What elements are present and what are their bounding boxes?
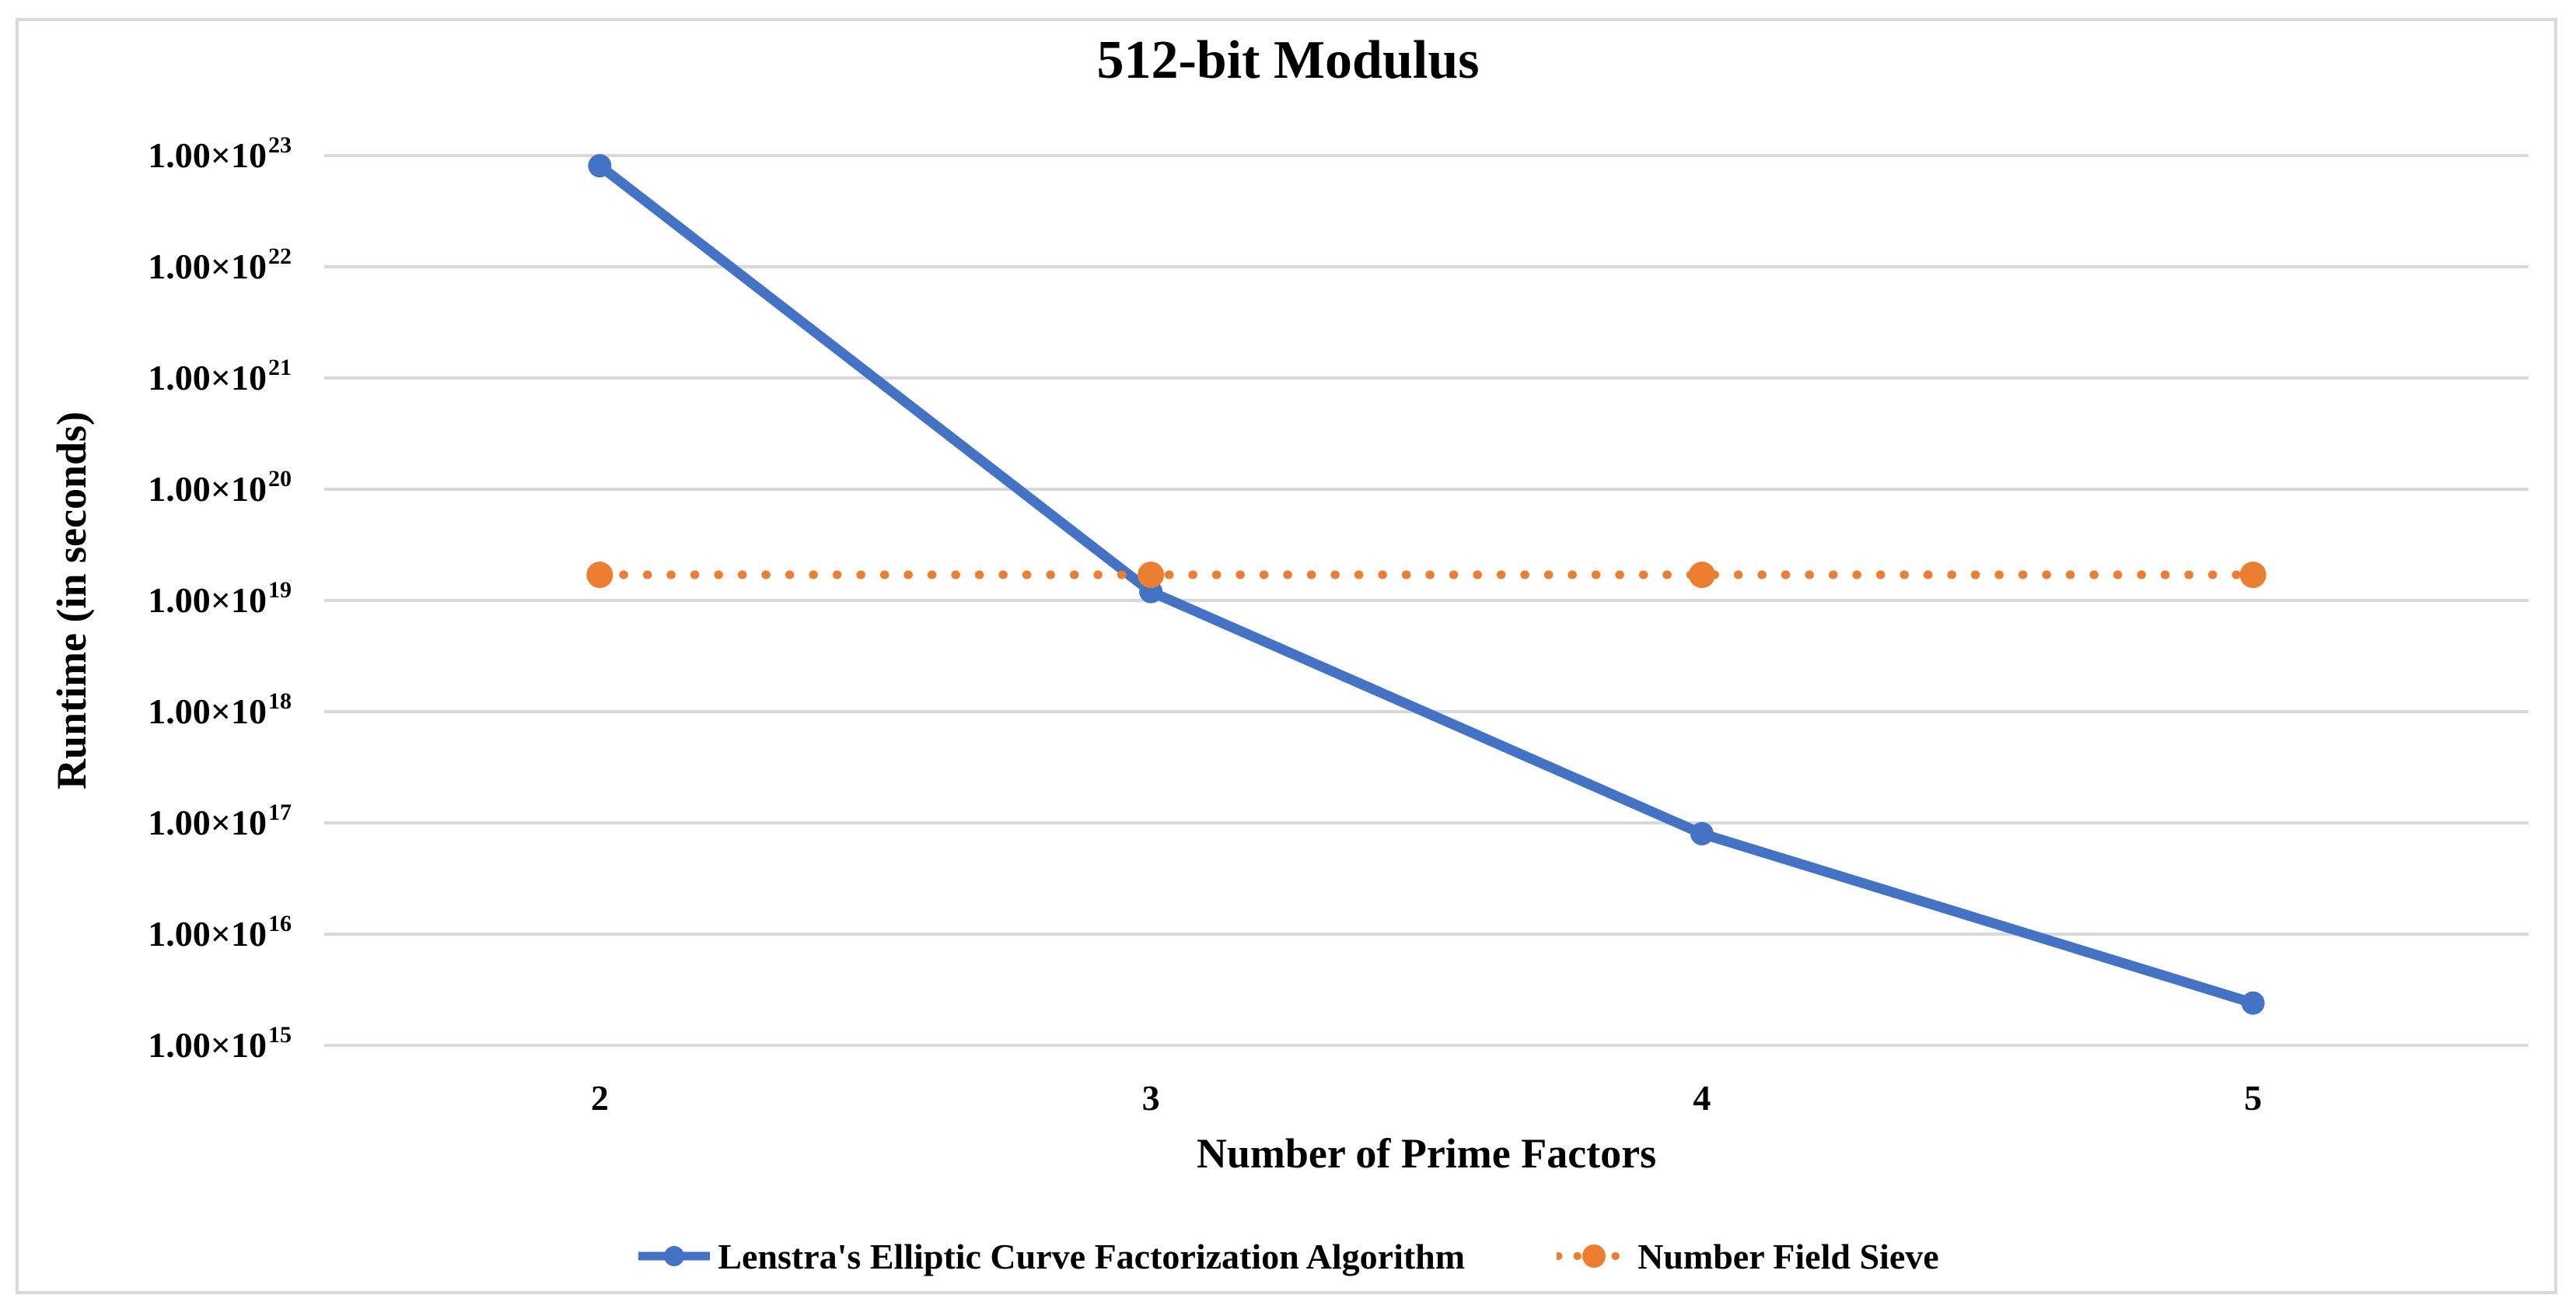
y-tick-label: 1.00×1016 [148, 911, 292, 954]
legend-item-lenstra: Lenstra's Elliptic Curve Factorization A… [637, 1236, 1465, 1277]
series-line-0 [596, 161, 2255, 1008]
data-point-marker-series-1 [1138, 562, 1165, 589]
data-point-marker-series-0 [588, 154, 612, 178]
x-tick-label: 5 [2244, 1078, 2263, 1118]
x-tick-label: 2 [590, 1078, 609, 1118]
data-point-marker-series-0 [2241, 991, 2265, 1015]
chart-title: 512-bit Modulus [1096, 30, 1480, 90]
legend: Lenstra's Elliptic Curve Factorization A… [0, 1227, 2576, 1285]
data-point-marker-series-1 [2239, 562, 2267, 589]
nfs-legend-line-icon [1554, 1241, 1634, 1272]
y-tick-label: 1.00×1022 [148, 243, 292, 286]
y-tick-label: 1.00×1021 [148, 355, 292, 397]
lenstra-legend-line-icon [637, 1241, 711, 1272]
y-tick-label: 1.00×1023 [148, 132, 292, 175]
legend-label-nfs: Number Field Sieve [1638, 1236, 1939, 1276]
y-tick-label: 1.00×1017 [148, 800, 292, 842]
legend-item-nfs: Number Field Sieve [1554, 1236, 1939, 1277]
x-tick-label: 4 [1693, 1078, 1711, 1118]
x-axis-title: Number of Prime Factors [1196, 1130, 1657, 1177]
y-tick-label: 1.00×1018 [148, 688, 292, 731]
y-tick-label: 1.00×1015 [148, 1022, 292, 1065]
y-tick-label: 1.00×1020 [148, 466, 292, 509]
data-point-marker-series-0 [1690, 821, 1714, 845]
x-tick-label: 3 [1141, 1078, 1160, 1118]
data-point-marker-series-1 [1688, 562, 1715, 589]
data-point-marker-series-1 [586, 562, 613, 589]
chart-frame-border [16, 18, 2557, 1294]
y-tick-label: 1.00×1019 [148, 577, 292, 620]
legend-label-lenstra: Lenstra's Elliptic Curve Factorization A… [718, 1236, 1466, 1276]
